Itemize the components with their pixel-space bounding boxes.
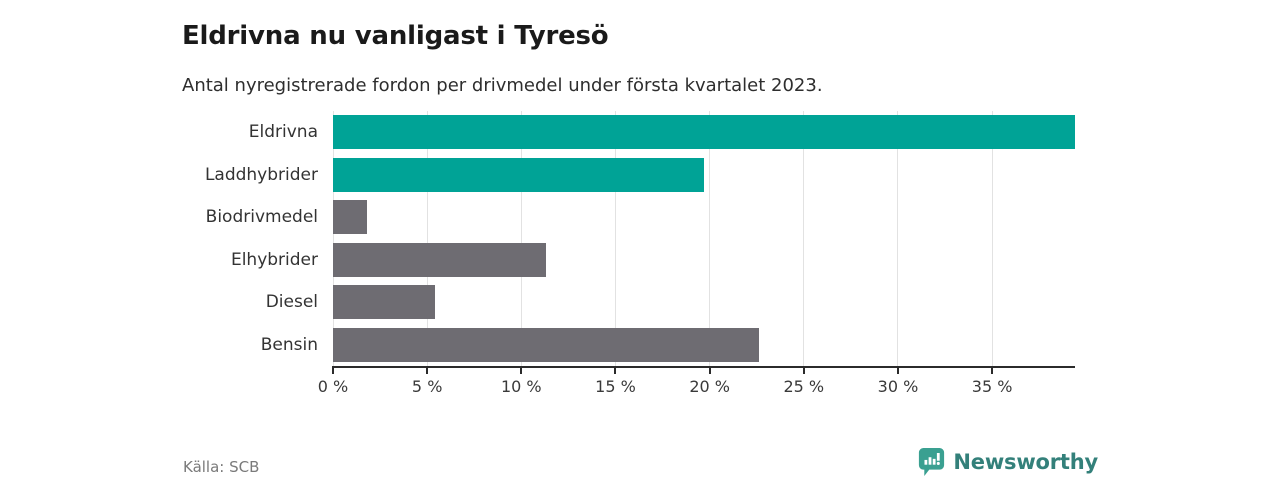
bar-diesel [333, 285, 435, 320]
x-tick-label: 20 % [689, 377, 730, 396]
x-tick [708, 366, 711, 374]
gridline [897, 111, 899, 366]
newsworthy-bubble-chart-icon [918, 447, 945, 477]
gridline [426, 111, 428, 366]
bar-eldrivna [333, 115, 1075, 150]
newsworthy-wordmark: Newsworthy [953, 450, 1098, 474]
category-label: Diesel [265, 292, 318, 313]
bar-elhybrider [333, 242, 546, 277]
x-tick [802, 366, 805, 374]
x-tick [896, 366, 899, 374]
x-tick-label: 25 % [783, 377, 825, 396]
category-label: Elhybrider [230, 249, 318, 270]
x-tick-label: 0 % [317, 377, 349, 396]
x-tick [614, 366, 617, 374]
newsworthy-logo: Newsworthy [918, 447, 1098, 477]
x-tick [426, 366, 429, 374]
x-tick [991, 366, 994, 374]
x-tick-label: 15 % [595, 377, 636, 396]
chart-subtitle: Antal nyregistrerade fordon per drivmede… [182, 75, 823, 96]
bar-bensin [333, 327, 759, 362]
x-tick [332, 366, 334, 374]
gridline [520, 111, 522, 366]
bar-biodrivmedel [333, 200, 367, 235]
x-axis-line [333, 366, 1075, 368]
category-label: Eldrivna [248, 122, 318, 143]
category-label: Biodrivmedel [205, 207, 318, 228]
gridline [709, 111, 711, 366]
bar-laddhybrider [333, 157, 704, 192]
gridline [614, 111, 616, 366]
x-tick-label: 5 % [411, 377, 443, 396]
x-tick [520, 366, 523, 374]
source-note: Källa: SCB [183, 458, 260, 476]
gridline [332, 111, 334, 366]
x-tick-label: 35 % [971, 377, 1013, 396]
category-label: Bensin [260, 334, 318, 355]
gridline [803, 111, 805, 366]
x-tick-label: 10 % [500, 377, 542, 396]
gridline [991, 111, 993, 366]
category-label: Laddhybrider [204, 164, 318, 185]
chart-title: Eldrivna nu vanligast i Tyresö [182, 21, 609, 52]
x-tick-label: 30 % [877, 377, 919, 396]
